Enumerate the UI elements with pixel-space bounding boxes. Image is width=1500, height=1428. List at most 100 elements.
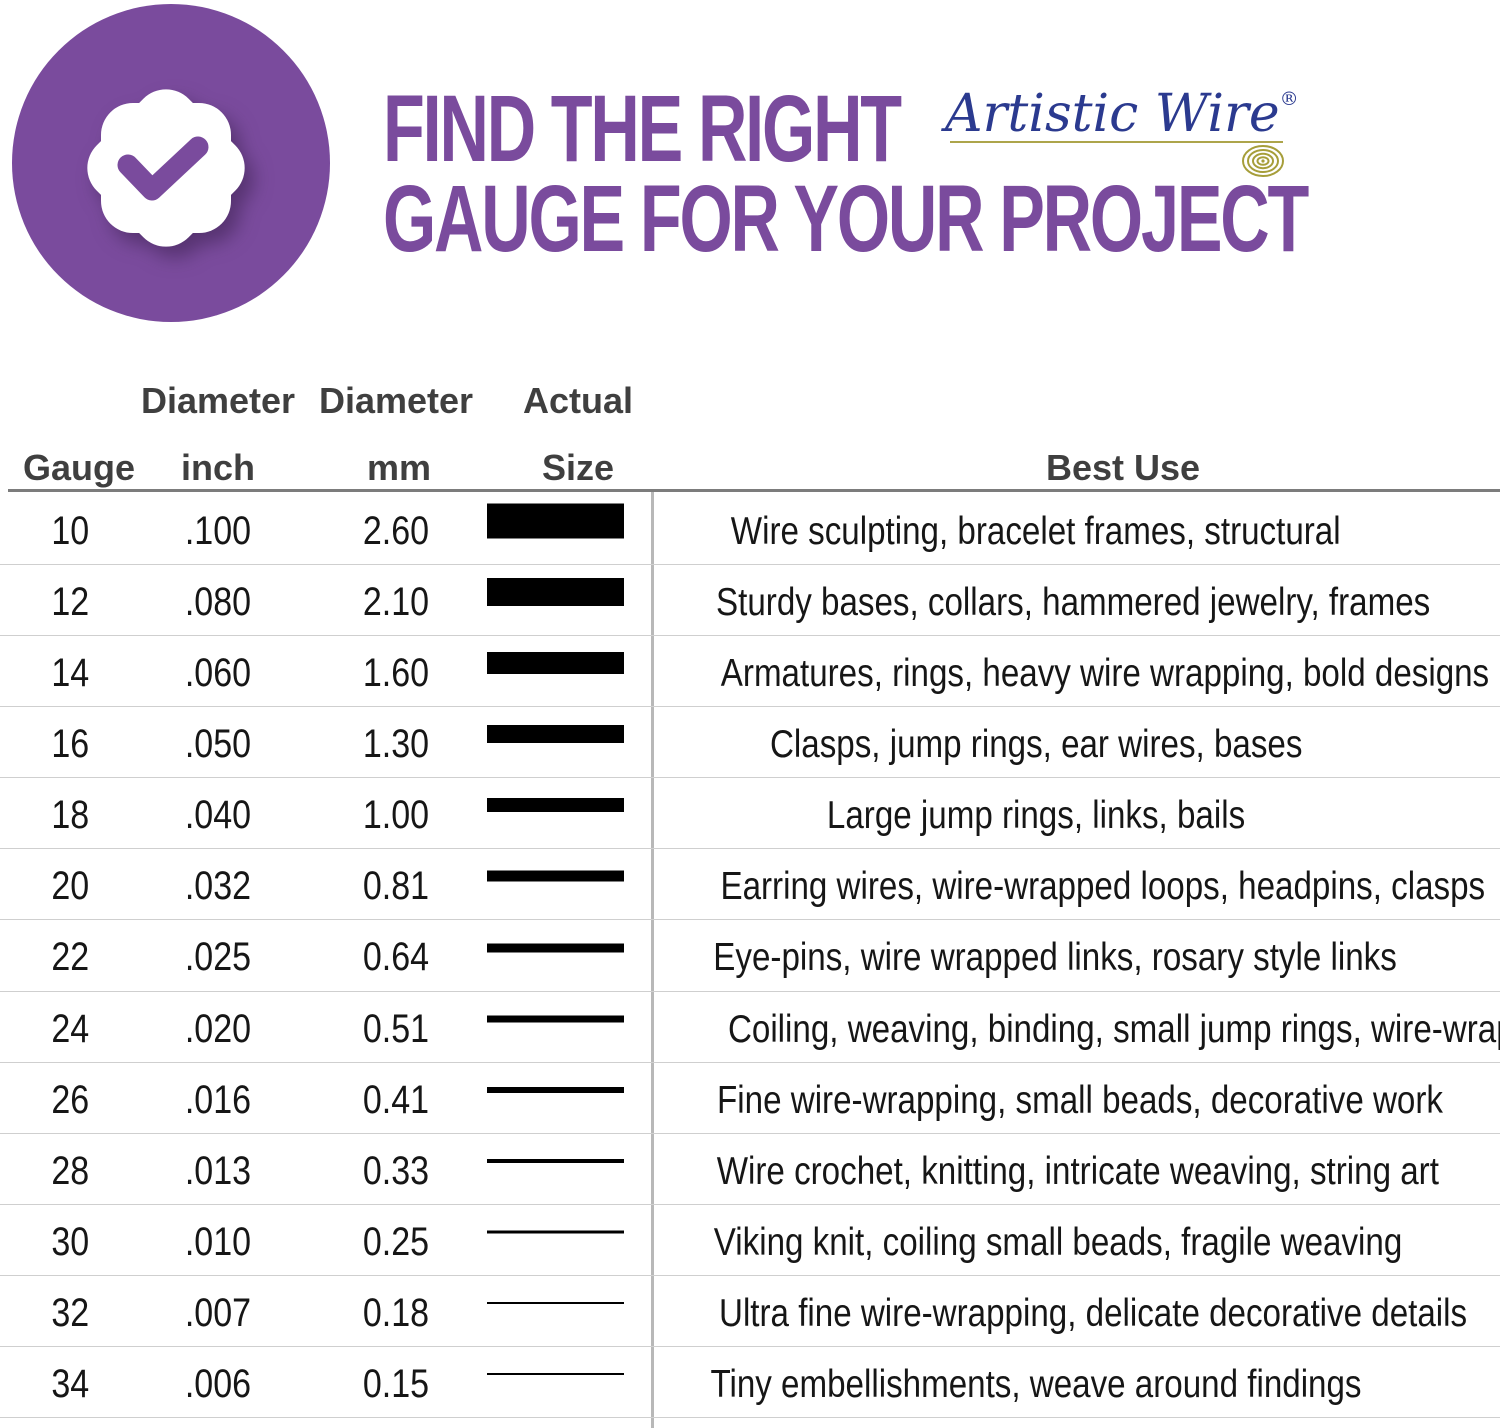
gauge-cell: 30: [0, 1209, 140, 1279]
mm-value: 0.15: [362, 1361, 430, 1406]
gauge-value: 30: [51, 1219, 89, 1264]
gauge-value: 34: [51, 1361, 89, 1406]
brand-name: Artistic Wire: [945, 84, 1280, 144]
mm-value: 1.60: [362, 651, 430, 696]
inch-value: .100: [184, 509, 252, 553]
gauge-cell: 18: [0, 782, 140, 852]
title-line-1: FIND THE RIGHT: [383, 76, 902, 182]
table-row: 16 .050 1.30 Clasps, jump rings, ear wir…: [0, 707, 1500, 781]
gauge-cell: 20: [0, 853, 140, 923]
actual-size-bar: [487, 798, 624, 813]
inch-value: .006: [184, 1361, 252, 1406]
actual-size-bar: [487, 503, 624, 539]
mm-value: 0.33: [362, 1148, 430, 1193]
header-diameter-inch-line1: Diameter: [140, 380, 296, 421]
actual-size-bar: [487, 578, 624, 607]
diameter-mm-cell: 1.60: [326, 640, 466, 710]
diameter-inch-cell: .013: [148, 1138, 288, 1208]
table-row: 28 .013 0.33 Wire crochet, knitting, int…: [0, 1134, 1500, 1205]
gauge-cell: 28: [0, 1138, 140, 1208]
gauge-cell: 14: [0, 640, 140, 710]
best_use-value: Fine wire-wrapping, small beads, decorat…: [717, 1078, 1443, 1122]
best-use-cell: Tiny embellishments, weave around findin…: [653, 1351, 1419, 1421]
best-use-cell: Coiling, weaving, binding, small jump ri…: [653, 996, 1500, 1066]
mm-value: 0.51: [362, 1006, 430, 1051]
registered-mark: ®: [1279, 88, 1299, 110]
gauge-cell: 22: [0, 924, 140, 994]
header-actual-line1: Actual: [522, 380, 634, 421]
best-use-cell: Earring wires, wire-wrapped loops, headp…: [653, 853, 1485, 923]
best-use-cell: Wire crochet, knitting, intricate weavin…: [653, 1138, 1439, 1208]
diameter-mm-cell: 0.33: [326, 1138, 466, 1208]
actual-size-bar: [487, 1158, 624, 1163]
table-row: 14 .060 1.60 Armatures, rings, heavy wir…: [0, 636, 1500, 710]
best_use-value: Eye-pins, wire wrapped links, rosary sty…: [713, 936, 1397, 980]
gauge-cell: 12: [0, 569, 140, 639]
mm-value: 2.60: [362, 509, 430, 553]
actual-size-bar: [487, 652, 624, 675]
mm-value: 1.00: [362, 793, 430, 838]
diameter-mm-cell: 0.51: [326, 996, 466, 1066]
gauge-value: 28: [51, 1148, 89, 1193]
diameter-inch-cell: .050: [148, 711, 288, 781]
header-best-use: Best Use: [1045, 447, 1201, 488]
gauge-table: 10 .100 2.60 Wire sculpting, bracelet fr…: [0, 494, 1500, 1421]
gauge-value: 32: [51, 1290, 89, 1335]
best_use-value: Coiling, weaving, binding, small jump ri…: [727, 1007, 1500, 1051]
best_use-value: Viking knit, coiling small beads, fragil…: [713, 1220, 1403, 1264]
column-divider: [651, 492, 654, 1428]
diameter-inch-cell: .016: [148, 1067, 288, 1137]
gauge-value: 14: [51, 651, 89, 696]
table-row: 32 .007 0.18 Ultra fine wire-wrapping, d…: [0, 1276, 1500, 1347]
table-row: 20 .032 0.81 Earring wires, wire-wrapped…: [0, 849, 1500, 923]
diameter-inch-cell: .025: [148, 924, 288, 994]
best_use-value: Tiny embellishments, weave around findin…: [710, 1362, 1362, 1406]
inch-value: .020: [184, 1006, 252, 1051]
actual-size-bar: [487, 1230, 624, 1234]
inch-value: .080: [184, 580, 252, 625]
brand-underline: [950, 141, 1283, 143]
gauge-value: 22: [51, 935, 89, 980]
diameter-inch-cell: .040: [148, 782, 288, 852]
table-row: 10 .100 2.60 Wire sculpting, bracelet fr…: [0, 494, 1500, 568]
gauge-value: 20: [51, 864, 89, 909]
mm-value: 0.41: [362, 1077, 430, 1122]
diameter-mm-cell: 0.25: [326, 1209, 466, 1279]
diameter-mm-cell: 0.15: [326, 1351, 466, 1421]
table-row: 34 .006 0.15 Tiny embellishments, weave …: [0, 1347, 1500, 1421]
diameter-inch-cell: .060: [148, 640, 288, 710]
best-use-cell: Wire sculpting, bracelet frames, structu…: [653, 498, 1419, 568]
diameter-inch-cell: .020: [148, 996, 288, 1066]
actual-size-bar: [487, 870, 624, 882]
best_use-value: Armatures, rings, heavy wire wrapping, b…: [720, 652, 1490, 696]
wire-coil-icon: [1242, 145, 1284, 177]
gauge-cell: 26: [0, 1067, 140, 1137]
diameter-inch-cell: .007: [148, 1280, 288, 1350]
diameter-mm-cell: 0.18: [326, 1280, 466, 1350]
diameter-mm-cell: 2.10: [326, 569, 466, 639]
table-row: 12 .080 2.10 Sturdy bases, collars, hamm…: [0, 565, 1500, 639]
best_use-value: Ultra fine wire-wrapping, delicate decor…: [719, 1291, 1468, 1335]
inch-value: .013: [184, 1148, 252, 1193]
best-use-cell: Ultra fine wire-wrapping, delicate decor…: [653, 1280, 1467, 1350]
diameter-mm-cell: 1.00: [326, 782, 466, 852]
best_use-value: Clasps, jump rings, ear wires, bases: [769, 723, 1303, 767]
mm-value: 1.30: [362, 722, 430, 767]
inch-value: .016: [184, 1077, 252, 1122]
seal-check-icon: [0, 0, 340, 340]
gauge-cell: 10: [0, 498, 140, 568]
gauge-cell: 16: [0, 711, 140, 781]
best-use-cell: Sturdy bases, collars, hammered jewelry,…: [653, 569, 1430, 639]
gauge-value: 16: [51, 722, 89, 767]
inch-value: .040: [184, 793, 252, 838]
best-use-cell: Viking knit, coiling small beads, fragil…: [653, 1209, 1419, 1279]
best_use-value: Wire sculpting, bracelet frames, structu…: [731, 510, 1341, 553]
mm-value: 0.81: [362, 864, 430, 909]
gauge-value: 12: [51, 580, 89, 625]
best-use-cell: Eye-pins, wire wrapped links, rosary sty…: [653, 924, 1419, 994]
diameter-inch-cell: .080: [148, 569, 288, 639]
table-row: 22 .025 0.64 Eye-pins, wire wrapped link…: [0, 920, 1500, 994]
mm-value: 0.64: [362, 935, 430, 980]
actual-size-bar: [487, 725, 624, 744]
diameter-inch-cell: .010: [148, 1209, 288, 1279]
